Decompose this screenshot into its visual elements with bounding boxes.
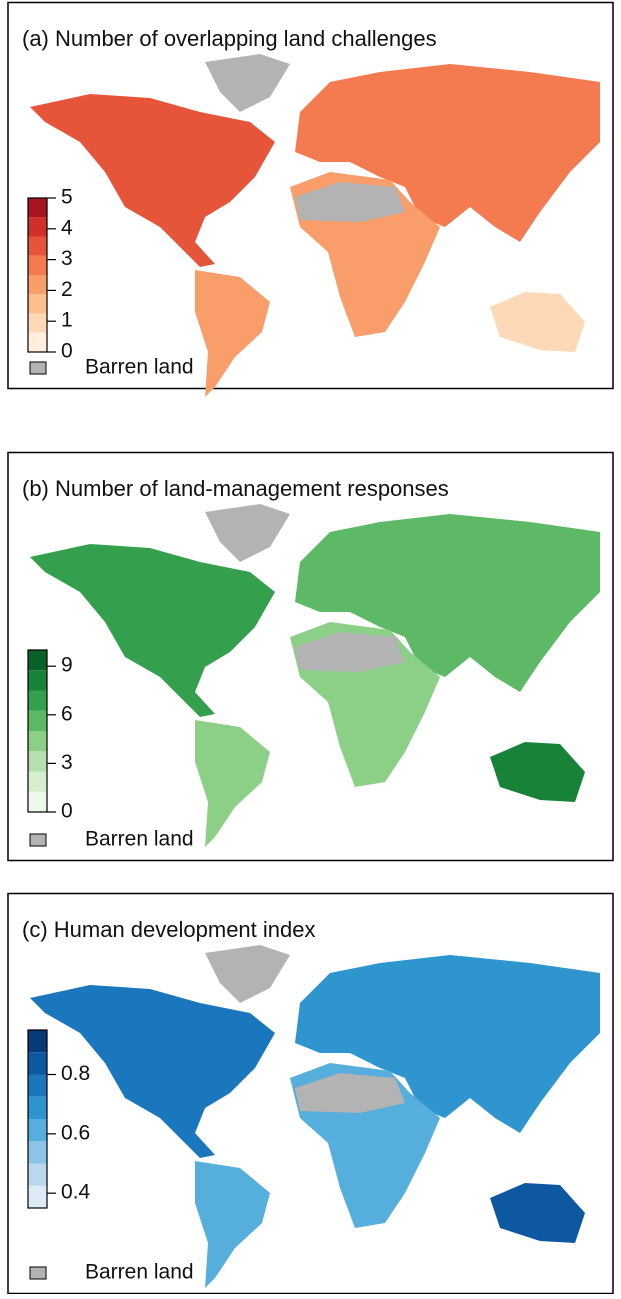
- colorbar-tick-label: 4: [61, 216, 73, 239]
- colorbar-step: [28, 1052, 47, 1075]
- land-region: [195, 720, 270, 847]
- colorbar-step: [28, 690, 47, 711]
- barren-swatch: [29, 833, 47, 847]
- land-region: [30, 544, 275, 717]
- panel-title: (a) Number of overlapping land challenge…: [22, 26, 437, 51]
- panel-title: (c) Human development index: [22, 917, 315, 942]
- colorbar-step: [28, 1030, 47, 1053]
- land-region: [295, 64, 600, 242]
- colorbar-tick-label: 0.8: [61, 1062, 90, 1085]
- colorbar-step: [28, 294, 47, 314]
- barren-region: [205, 504, 290, 562]
- land-region: [30, 985, 275, 1158]
- colorbar-tick-label: 0: [61, 800, 73, 823]
- colorbar-step: [28, 1119, 47, 1142]
- colorbar-step: [28, 332, 47, 352]
- colorbar-tick-label: 3: [61, 247, 73, 270]
- colorbar-step: [28, 1185, 47, 1208]
- colorbar-tick-label: 6: [61, 702, 73, 725]
- colorbar-step: [28, 236, 47, 256]
- colorbar-tick-label: 9: [61, 654, 73, 677]
- barren-swatch: [29, 361, 47, 375]
- colorbar-step: [28, 791, 47, 812]
- map-panel: (b) Number of land-management responses 0…: [7, 451, 614, 862]
- colorbar-step: [28, 771, 47, 792]
- land-region: [195, 1161, 270, 1288]
- colorbar-tick-label: 3: [61, 751, 73, 774]
- colorbar-step: [28, 650, 47, 671]
- colorbar-step: [28, 313, 47, 333]
- colorbar-tick-label: 0.4: [61, 1181, 91, 1204]
- barren-region: [205, 54, 290, 112]
- barren-region: [295, 632, 405, 672]
- colorbar-step: [28, 255, 47, 275]
- colorbar-tick-label: 2: [61, 278, 73, 301]
- colorbar-tick-label: 0: [61, 340, 73, 363]
- colorbar-step: [28, 1141, 47, 1164]
- land-region: [490, 742, 585, 802]
- colorbar-step: [28, 1074, 47, 1097]
- barren-label: Barren land: [85, 828, 194, 851]
- colorbar-tick-label: 5: [61, 186, 73, 209]
- colorbar-step: [28, 731, 47, 752]
- colorbar-step: [28, 710, 47, 731]
- barren-label: Barren land: [85, 356, 194, 379]
- colorbar-frame: [27, 197, 48, 353]
- barren-region: [295, 1073, 405, 1113]
- panel-frame: [7, 451, 614, 862]
- land-region: [490, 1183, 585, 1243]
- colorbar-step: [28, 198, 47, 218]
- colorbar-tick-label: 0.6: [61, 1121, 90, 1144]
- land-region: [490, 292, 585, 352]
- colorbar-step: [28, 751, 47, 772]
- land-region: [195, 270, 270, 397]
- colorbar-step: [28, 1163, 47, 1186]
- barren-label: Barren land: [85, 1261, 194, 1284]
- barren-swatch: [29, 1266, 47, 1280]
- barren-region: [295, 182, 405, 222]
- land-region: [295, 955, 600, 1133]
- colorbar-step: [28, 1096, 47, 1119]
- barren-region: [205, 945, 290, 1003]
- panel-title: (b) Number of land-management responses: [22, 476, 449, 501]
- land-region: [30, 94, 275, 267]
- map-panel: (c) Human development index 0.4 0.6 0.8 Barr…: [7, 892, 614, 1295]
- colorbar-step: [28, 670, 47, 691]
- colorbar-frame: [27, 649, 48, 813]
- map-panel: (a) Number of overlapping land challenge…: [7, 1, 614, 397]
- colorbar-frame: [27, 1029, 48, 1209]
- colorbar-tick-label: 1: [61, 309, 73, 332]
- land-region: [295, 514, 600, 692]
- colorbar-step: [28, 217, 47, 237]
- panel-frame: [7, 1, 614, 390]
- colorbar-step: [28, 275, 47, 295]
